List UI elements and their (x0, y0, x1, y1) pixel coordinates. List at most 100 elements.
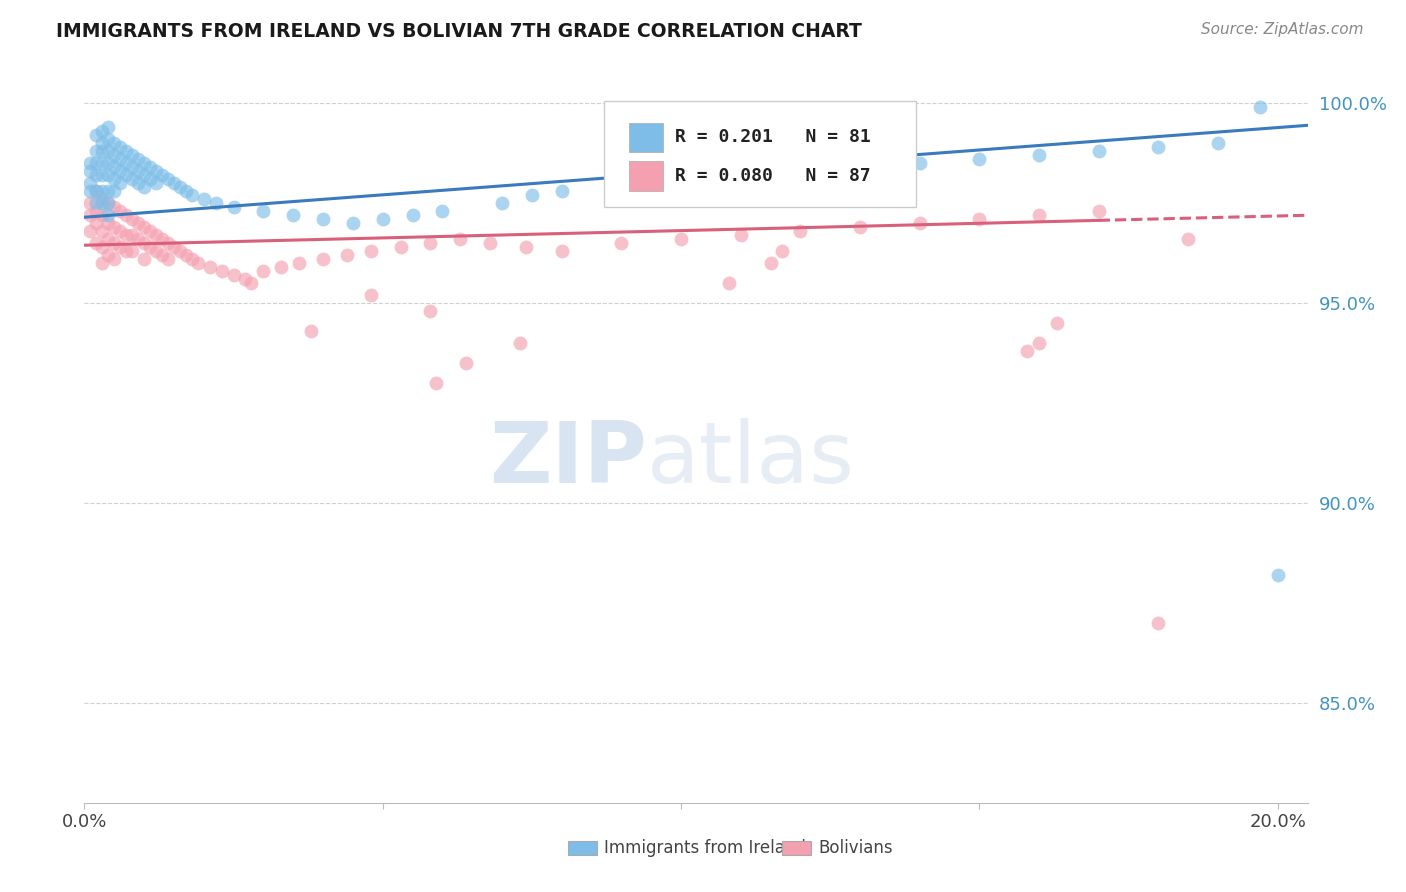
Point (401, 208, 423, 222)
Point (132, 169, 155, 183)
Point (432, 204, 454, 219)
Point (222, 268, 245, 283)
Bar (782, 841, 811, 855)
Text: Source: ZipAtlas.com: Source: ZipAtlas.com (1201, 22, 1364, 37)
Point (132, 180, 155, 194)
FancyBboxPatch shape (605, 101, 917, 207)
Point (79, 196, 101, 211)
Bar (628, 122, 664, 152)
Point (97, 208, 120, 222)
Point (84, 196, 107, 211)
Text: Bolivians: Bolivians (818, 839, 893, 857)
Point (132, 156, 155, 170)
Bar (568, 841, 598, 855)
Point (115, 228, 138, 243)
Point (789, 224, 811, 238)
Point (1177, 232, 1199, 246)
Point (127, 232, 149, 246)
Point (115, 208, 138, 222)
Point (163, 176, 186, 190)
Point (509, 336, 531, 351)
Point (1147, 140, 1170, 154)
Point (371, 212, 394, 227)
Point (419, 236, 441, 251)
Point (187, 256, 209, 270)
Point (610, 180, 633, 194)
Point (610, 236, 633, 251)
Point (1046, 316, 1069, 330)
Point (84, 128, 107, 143)
Point (108, 164, 131, 178)
Point (132, 220, 155, 235)
Point (145, 164, 167, 178)
Point (108, 153, 131, 167)
Point (97, 196, 120, 211)
Point (127, 164, 149, 178)
Point (91, 224, 114, 238)
Point (132, 236, 155, 251)
Text: Immigrants from Ireland: Immigrants from Ireland (605, 839, 806, 857)
Point (108, 140, 131, 154)
Point (91, 196, 114, 211)
Point (79, 156, 101, 170)
Point (270, 260, 292, 275)
Point (103, 161, 125, 175)
Point (139, 240, 162, 254)
Point (299, 324, 322, 338)
Point (79, 164, 101, 178)
Point (180, 252, 202, 267)
Point (103, 220, 125, 235)
Point (97, 156, 120, 170)
Point (79, 184, 101, 198)
Point (84, 204, 107, 219)
Point (252, 204, 274, 219)
Point (115, 244, 138, 259)
Point (312, 252, 335, 267)
Point (174, 248, 197, 262)
Point (91, 240, 114, 254)
Text: atlas: atlas (647, 417, 855, 500)
Point (759, 256, 782, 270)
Point (91, 136, 114, 151)
Point (84, 216, 107, 230)
Point (730, 172, 752, 186)
Point (389, 240, 412, 254)
Point (97, 216, 120, 230)
Point (84, 184, 107, 198)
Point (169, 180, 191, 194)
Point (163, 240, 186, 254)
Point (342, 216, 364, 230)
Point (103, 136, 125, 151)
Point (91, 256, 114, 270)
Point (1028, 208, 1050, 222)
Point (97, 132, 120, 146)
Point (84, 169, 107, 183)
Point (115, 169, 138, 183)
Point (1267, 568, 1289, 582)
Point (79, 224, 101, 238)
Point (1147, 615, 1170, 630)
Point (283, 208, 305, 222)
Point (97, 169, 120, 183)
Point (79, 176, 101, 190)
Point (139, 224, 162, 238)
Point (150, 248, 173, 262)
Point (121, 148, 143, 162)
Text: IMMIGRANTS FROM IRELAND VS BOLIVIAN 7TH GRADE CORRELATION CHART: IMMIGRANTS FROM IRELAND VS BOLIVIAN 7TH … (56, 22, 862, 41)
Text: R = 0.201   N = 81: R = 0.201 N = 81 (675, 128, 870, 146)
Point (127, 153, 149, 167)
Point (91, 208, 114, 222)
Point (240, 276, 263, 290)
Point (91, 184, 114, 198)
Point (156, 236, 179, 251)
Point (115, 156, 138, 170)
Point (252, 264, 274, 278)
Point (127, 216, 149, 230)
Point (156, 252, 179, 267)
Point (772, 244, 794, 259)
Point (91, 145, 114, 159)
Point (145, 244, 167, 259)
Point (127, 176, 149, 190)
Point (97, 196, 120, 211)
Point (235, 272, 257, 286)
